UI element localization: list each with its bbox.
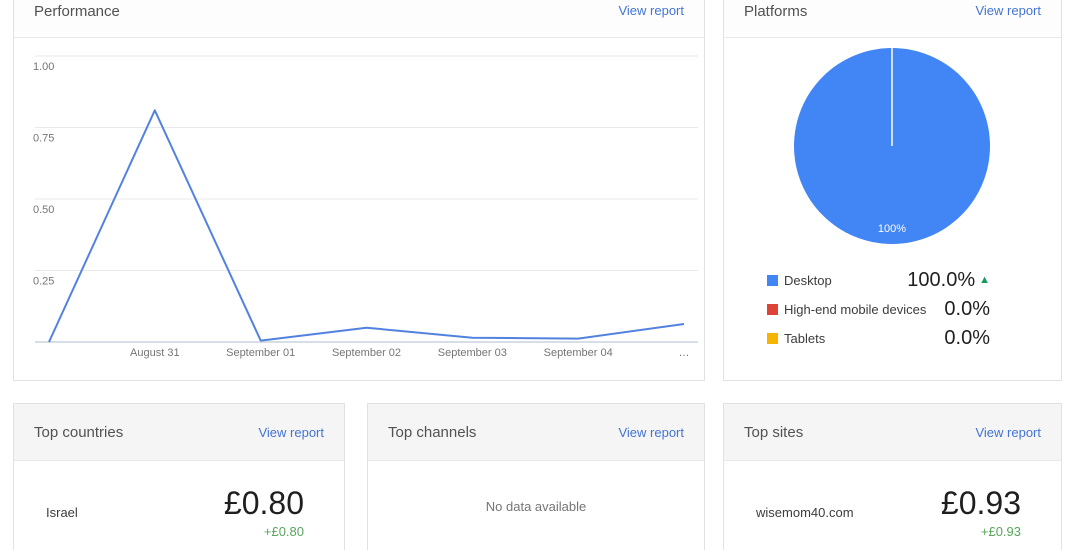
legend-label: Tablets bbox=[784, 331, 826, 346]
top-sites-card: Top sites View report wisemom40.com £0.9… bbox=[723, 403, 1062, 550]
top-channels-view-report-link[interactable]: View report bbox=[618, 424, 684, 440]
top-sites-view-report-link[interactable]: View report bbox=[975, 424, 1041, 440]
platforms-view-report-link[interactable]: View report bbox=[975, 3, 1041, 18]
desktop-swatch-icon bbox=[767, 275, 778, 286]
performance-card: Performance View report 1.00 0.75 0.50 0.25… bbox=[13, 0, 705, 381]
y-axis-label: 0.25 bbox=[33, 276, 54, 288]
mobile-swatch-icon bbox=[767, 304, 778, 315]
top-countries-view-report-link[interactable]: View report bbox=[258, 424, 324, 440]
platforms-card-title: Platforms bbox=[744, 3, 808, 20]
site-name: wisemom40.com bbox=[756, 505, 854, 521]
top-channels-card-header: Top channels View report bbox=[368, 404, 704, 461]
platforms-pie-chart: 100% bbox=[794, 48, 990, 244]
legend-row-desktop: Desktop 100.0% ▲ bbox=[767, 266, 990, 295]
platforms-card: Platforms View report 100% Desktop 100.0… bbox=[723, 0, 1062, 381]
top-channels-card-title: Top channels bbox=[388, 423, 477, 441]
site-value: £0.93 bbox=[940, 485, 1021, 521]
top-countries-card: Top countries View report Israel £0.80 +… bbox=[13, 403, 345, 550]
y-axis-label: 0.50 bbox=[33, 204, 54, 216]
country-delta: +£0.80 bbox=[263, 523, 304, 539]
top-channels-card: Top channels View report No data availab… bbox=[367, 403, 705, 550]
top-countries-card-header: Top countries View report bbox=[14, 404, 344, 461]
tablets-swatch-icon bbox=[767, 333, 778, 344]
site-delta: +£0.93 bbox=[980, 523, 1021, 539]
legend-row-mobile: High-end mobile devices 0.0% bbox=[767, 295, 990, 324]
x-axis-label: September 04 bbox=[544, 347, 613, 359]
platforms-legend: Desktop 100.0% ▲ High-end mobile devices… bbox=[724, 250, 1061, 353]
pie-slice-label: 100% bbox=[878, 223, 906, 235]
country-value: £0.80 bbox=[223, 485, 304, 521]
x-axis-label: … bbox=[679, 347, 690, 359]
x-axis-label: September 02 bbox=[332, 347, 401, 359]
performance-card-title: Performance bbox=[34, 3, 120, 20]
top-sites-card-header: Top sites View report bbox=[724, 404, 1061, 461]
top-countries-card-title: Top countries bbox=[34, 423, 124, 441]
platforms-card-header: Platforms View report bbox=[724, 0, 1061, 38]
legend-value: 0.0% bbox=[944, 327, 990, 349]
performance-view-report-link[interactable]: View report bbox=[618, 3, 684, 18]
performance-line-chart: 1.00 0.75 0.50 0.25 August 31 September 01 Sep… bbox=[33, 55, 698, 359]
x-axis-label: September 01 bbox=[226, 347, 295, 359]
no-data-message: No data available bbox=[485, 499, 587, 514]
y-axis-label: 1.00 bbox=[33, 61, 54, 73]
performance-card-header: Performance View report bbox=[14, 0, 704, 38]
legend-label: High-end mobile devices bbox=[784, 302, 927, 317]
legend-value: 0.0% bbox=[944, 298, 990, 320]
country-name: Israel bbox=[46, 505, 78, 521]
x-axis-label: September 03 bbox=[438, 347, 507, 359]
top-sites-row: wisemom40.com £0.93 +£0.93 bbox=[724, 461, 1061, 539]
legend-label: Desktop bbox=[784, 273, 832, 288]
y-axis-label: 0.75 bbox=[33, 133, 54, 145]
x-axis-label: August 31 bbox=[130, 347, 180, 359]
trend-up-icon: ▲ bbox=[979, 274, 990, 286]
legend-value: 100.0% bbox=[907, 269, 976, 291]
legend-row-tablets: Tablets 0.0% bbox=[767, 324, 990, 353]
top-sites-card-title: Top sites bbox=[744, 423, 804, 441]
top-countries-row: Israel £0.80 +£0.80 bbox=[14, 461, 344, 539]
performance-line-series bbox=[48, 109, 685, 343]
